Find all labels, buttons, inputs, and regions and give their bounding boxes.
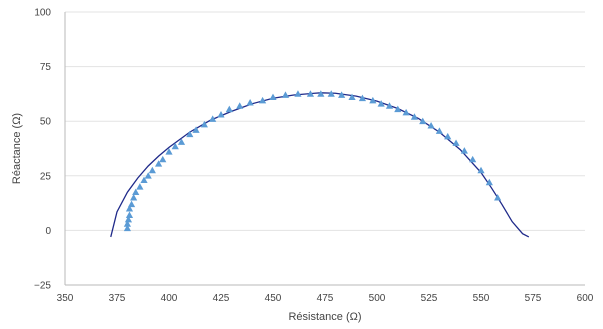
data-point bbox=[236, 102, 244, 109]
data-point bbox=[444, 132, 452, 140]
x-tick-label: 400 bbox=[161, 293, 178, 304]
data-point bbox=[186, 130, 194, 138]
y-axis-label: Réactance (Ω) bbox=[11, 113, 23, 184]
data-point bbox=[123, 220, 131, 227]
data-point bbox=[159, 155, 167, 163]
data-point bbox=[136, 183, 144, 190]
data-point bbox=[127, 200, 136, 208]
data-point bbox=[200, 120, 208, 128]
data-point bbox=[246, 99, 254, 106]
y-tick-label: 25 bbox=[40, 171, 52, 182]
x-tick-label: 425 bbox=[213, 293, 230, 304]
data-point bbox=[123, 224, 131, 232]
data-point bbox=[485, 178, 493, 186]
data-point bbox=[130, 194, 138, 201]
data-point bbox=[177, 138, 186, 145]
data-point bbox=[148, 166, 156, 174]
data-point bbox=[144, 172, 152, 179]
x-tick-label: 525 bbox=[421, 293, 438, 304]
data-point bbox=[358, 94, 367, 102]
y-tick-label: 50 bbox=[40, 117, 52, 128]
data-point bbox=[469, 155, 477, 163]
data-point bbox=[125, 204, 134, 212]
y-tick-label: 0 bbox=[45, 226, 51, 237]
data-point bbox=[132, 188, 140, 196]
data-point bbox=[348, 93, 356, 101]
data-point bbox=[435, 127, 443, 134]
x-tick-label: 375 bbox=[109, 293, 126, 304]
data-point bbox=[477, 166, 485, 174]
data-point bbox=[394, 105, 402, 113]
data-point bbox=[338, 91, 346, 98]
data-point bbox=[217, 111, 225, 118]
data-point bbox=[460, 147, 468, 154]
y-tick-label: −25 bbox=[34, 281, 51, 292]
data-point bbox=[225, 105, 233, 113]
data-point bbox=[171, 142, 179, 150]
x-tick-label: 350 bbox=[57, 293, 74, 304]
x-tick-label: 500 bbox=[369, 293, 386, 304]
data-point bbox=[317, 90, 325, 97]
data-point bbox=[369, 96, 377, 104]
data-point bbox=[209, 115, 217, 122]
y-tick-label: 75 bbox=[40, 62, 52, 73]
data-point bbox=[494, 194, 502, 201]
x-tick-label: 450 bbox=[265, 293, 282, 304]
data-point bbox=[124, 215, 133, 223]
data-point bbox=[419, 117, 427, 125]
x-tick-label: 550 bbox=[473, 293, 490, 304]
data-point bbox=[259, 96, 267, 104]
data-point bbox=[377, 100, 385, 107]
data-point bbox=[281, 91, 290, 98]
data-point bbox=[192, 126, 200, 133]
x-tick-label: 475 bbox=[317, 293, 334, 304]
data-point bbox=[327, 90, 335, 97]
data-point bbox=[165, 148, 173, 155]
data-point bbox=[306, 90, 315, 97]
series-layer bbox=[110, 90, 530, 238]
data-point bbox=[452, 139, 460, 146]
data-point bbox=[294, 90, 302, 97]
y-tick-label: 100 bbox=[34, 8, 51, 19]
data-point bbox=[269, 93, 277, 101]
data-point bbox=[155, 160, 163, 167]
tick-labels: 350 375 400 425 450 475 500 525 550 575 600 −25 0 25 5… bbox=[34, 8, 594, 305]
x-tick-label: 575 bbox=[525, 293, 542, 304]
axes bbox=[64, 12, 585, 286]
data-point bbox=[410, 113, 419, 120]
data-point bbox=[427, 121, 435, 129]
data-point bbox=[125, 211, 134, 218]
fit-curve bbox=[110, 92, 530, 238]
data-point bbox=[140, 176, 148, 184]
x-tick-label: 600 bbox=[577, 293, 594, 304]
x-axis-label: Résistance (Ω) bbox=[288, 311, 361, 323]
data-point bbox=[402, 108, 410, 116]
data-point bbox=[385, 102, 394, 109]
